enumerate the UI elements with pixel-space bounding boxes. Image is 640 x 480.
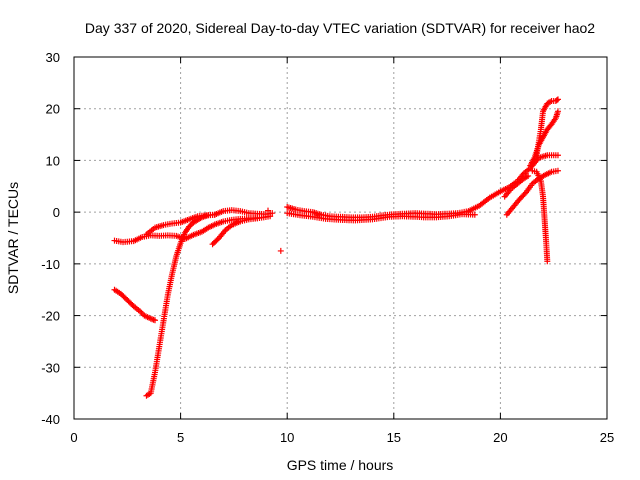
x-tick-label: 0 [70,430,77,445]
y-tick-labels: -40 -30 -20 -10 0 10 20 30 [41,50,60,427]
data-point [554,108,561,115]
data-points [111,96,561,399]
y-tick-label: 20 [46,102,60,117]
x-tick-label: 15 [387,430,401,445]
data-point [554,96,561,103]
data-point [554,152,561,159]
y-tick-label: -30 [41,360,60,375]
series-track-k [529,167,551,265]
series-track-d [143,211,218,399]
y-tick-label: 0 [53,205,60,220]
series-outliers [265,207,472,254]
grid [74,57,607,419]
chart-title: Day 337 of 2020, Sidereal Day-to-day VTE… [85,20,595,36]
y-axis-label: SDTVAR / TECUs [5,182,21,294]
data-point [277,247,284,254]
y-tick-label: 10 [46,153,60,168]
data-point [553,97,560,104]
x-tick-label: 25 [600,430,614,445]
y-tick-label: -20 [41,309,60,324]
y-tick-label: -10 [41,257,60,272]
x-tick-label: 20 [493,430,507,445]
axis-ticks [73,56,608,420]
data-point [152,317,159,324]
data-point [471,211,478,218]
data-point [544,258,551,265]
data-point [521,190,528,197]
series-track-l [501,172,532,200]
series-track-c [111,286,159,324]
series-track-f [284,152,561,221]
y-tick-label: 30 [46,50,60,65]
plot-frame [73,56,608,420]
series-track-j [533,96,561,159]
x-tick-label: 10 [280,430,294,445]
x-tick-labels: 0 5 10 15 20 25 [70,430,614,445]
x-axis-label: GPS time / hours [287,457,394,473]
series-track-h [503,167,561,218]
data-point [554,167,561,174]
data-point [211,211,218,218]
data-point [465,209,472,216]
y-tick-label: -40 [41,412,60,427]
x-tick-label: 5 [177,430,184,445]
data-point [525,172,532,179]
series-track-e [209,213,274,248]
data-point [265,207,272,214]
series-track-g [284,210,478,224]
data-point [269,210,276,217]
data-point [267,213,274,220]
